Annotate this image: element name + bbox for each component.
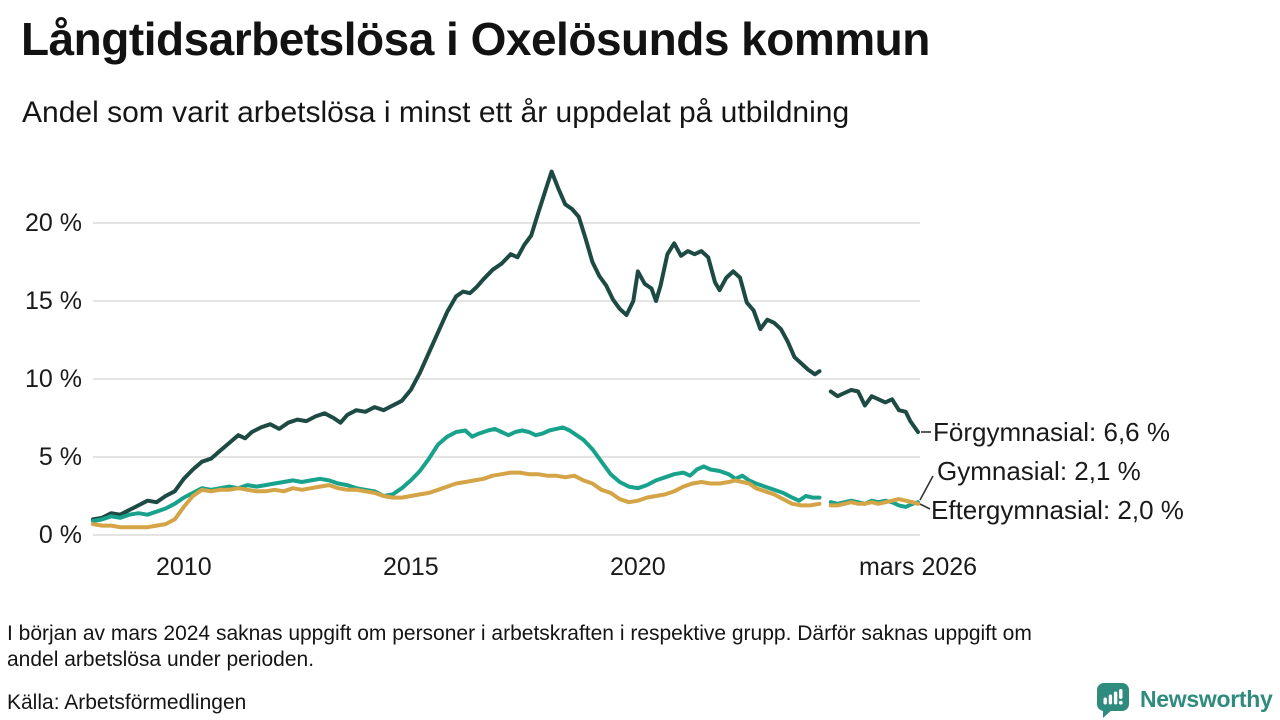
series-line-eftergymnasial xyxy=(91,470,920,530)
series-end-label-forgymnasial: Förgymnasial: 6,6 % xyxy=(933,417,1170,447)
y-tick-label: 15 % xyxy=(25,287,82,315)
gridlines xyxy=(93,222,920,536)
source-credit: Källa: Arbetsförmedlingen xyxy=(7,691,247,714)
series-end-label-eftergymnasial: Eftergymnasial: 2,0 % xyxy=(931,495,1184,525)
y-tick-label: 5 % xyxy=(38,443,82,471)
page-title: Långtidsarbetslösa i Oxelösunds kommun xyxy=(21,13,930,65)
page-subtitle: Andel som varit arbetslösa i minst ett å… xyxy=(22,96,850,129)
series-line-förgymnasial xyxy=(91,169,920,522)
y-tick-label: 20 % xyxy=(25,209,82,237)
series-lines xyxy=(91,169,920,530)
newsworthy-logo-text: Newsworthy xyxy=(1140,686,1273,712)
x-tick-label: mars 2026 xyxy=(858,553,978,581)
x-tick-label: 2010 xyxy=(155,553,212,581)
newsworthy-logo: Newsworthy xyxy=(1096,682,1273,719)
newsworthy-speech-bubble-chart-icon xyxy=(1097,683,1129,718)
legend-connector xyxy=(919,475,934,501)
footnote-line-2: andel arbetslösa under perioden. xyxy=(7,648,315,671)
y-tick-label: 0 % xyxy=(38,521,82,549)
footnote-line-1: I början av mars 2024 saknas uppgift om … xyxy=(7,622,1032,645)
y-tick-label: 10 % xyxy=(25,365,82,393)
legend-connector xyxy=(919,503,931,510)
x-tick-label: 2020 xyxy=(610,553,666,581)
series-end-label-gymnasial: Gymnasial: 2,1 % xyxy=(937,456,1141,486)
legend-connector-lines xyxy=(919,431,934,510)
footnote: I början av mars 2024 saknas uppgift om … xyxy=(7,621,1032,673)
x-tick-label: 2015 xyxy=(383,553,439,581)
